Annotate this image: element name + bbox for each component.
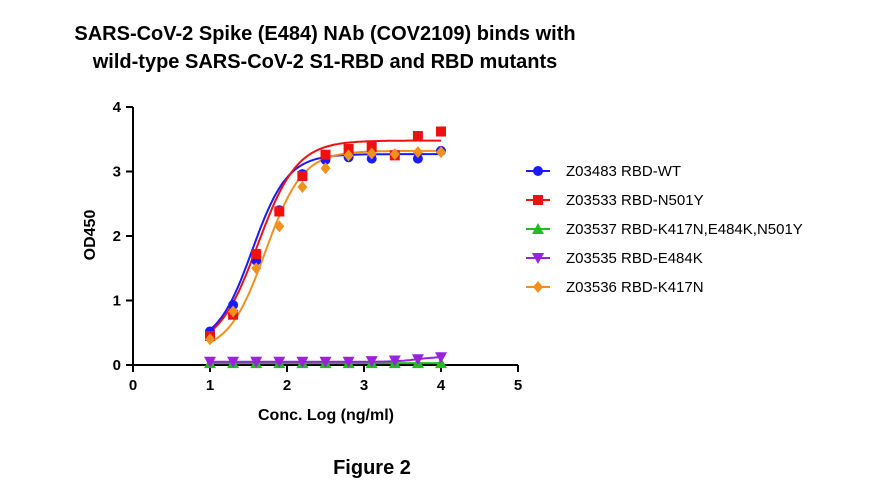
legend-label: Z03536 RBD-K417N <box>566 279 704 296</box>
data-point <box>343 149 354 162</box>
data-point <box>205 333 215 346</box>
data-point <box>274 220 285 233</box>
fit-curve-5 <box>209 149 441 344</box>
data-point <box>320 149 331 160</box>
data-point <box>227 356 240 368</box>
data-point <box>389 148 400 161</box>
y-tick-label: 3 <box>113 164 121 181</box>
data-point <box>228 305 239 318</box>
chart-title-line-1: SARS-CoV-2 Spike (E484) NAb (COV2109) bi… <box>74 23 575 45</box>
data-point <box>273 356 286 368</box>
legend-marker <box>533 166 543 176</box>
data-point <box>319 356 332 368</box>
data-point <box>204 356 216 368</box>
y-tick-label: 2 <box>113 228 121 245</box>
legend-label: Z03537 RBD-K417N,E484K,N501Y <box>566 221 803 238</box>
legend-label: Z03483 RBD-WT <box>566 163 681 180</box>
data-point <box>412 146 423 159</box>
legend-label: Z03533 RBD-N501Y <box>566 192 704 209</box>
data-point <box>343 143 354 154</box>
x-tick-label: 5 <box>514 377 522 394</box>
data-point <box>274 206 285 217</box>
legend: Z03483 RBD-WT Z03533 RBD-N501Y Z03537 RBD-… <box>526 163 803 296</box>
legend-label: Z03535 RBD-E484K <box>566 250 703 267</box>
data-point <box>388 355 401 367</box>
data-point <box>365 356 378 368</box>
data-point <box>411 354 424 366</box>
fit-curve-2 <box>209 139 441 333</box>
y-tick-label: 4 <box>113 99 122 116</box>
data-point <box>412 153 423 164</box>
data-point <box>412 131 423 142</box>
data-point <box>320 162 331 175</box>
data-point <box>342 356 355 368</box>
data-point <box>251 262 262 275</box>
data-point <box>436 146 446 159</box>
y-tick-label: 1 <box>113 293 121 310</box>
data-point <box>297 180 308 193</box>
data-point <box>250 356 263 368</box>
legend-marker <box>533 195 543 205</box>
x-tick-label: 3 <box>360 377 368 394</box>
data-point <box>296 356 309 368</box>
figure-caption: Figure 2 <box>333 457 411 479</box>
data-point <box>366 147 377 160</box>
chart-title-line-2: wild-type SARS-CoV-2 S1-RBD and RBD muta… <box>92 51 557 73</box>
legend-marker <box>533 281 543 293</box>
x-tick-label: 2 <box>283 377 291 394</box>
legend-marker <box>532 223 544 234</box>
data-points <box>204 126 447 369</box>
data-point <box>297 171 308 182</box>
legend-marker <box>532 253 544 264</box>
data-point <box>251 249 262 260</box>
data-point <box>366 141 377 152</box>
data-point <box>436 126 446 137</box>
x-tick-label: 4 <box>437 377 446 394</box>
y-tick-label: 0 <box>113 357 121 374</box>
x-axis-label: Conc. Log (ng/ml) <box>258 407 394 424</box>
data-point <box>435 352 447 364</box>
x-tick-label: 0 <box>129 377 137 394</box>
axes: 0 1 2 3 4 5 0 1 2 3 4 <box>113 99 523 394</box>
data-point <box>228 300 239 311</box>
y-axis-label: OD450 <box>82 210 99 261</box>
x-tick-label: 1 <box>206 377 214 394</box>
